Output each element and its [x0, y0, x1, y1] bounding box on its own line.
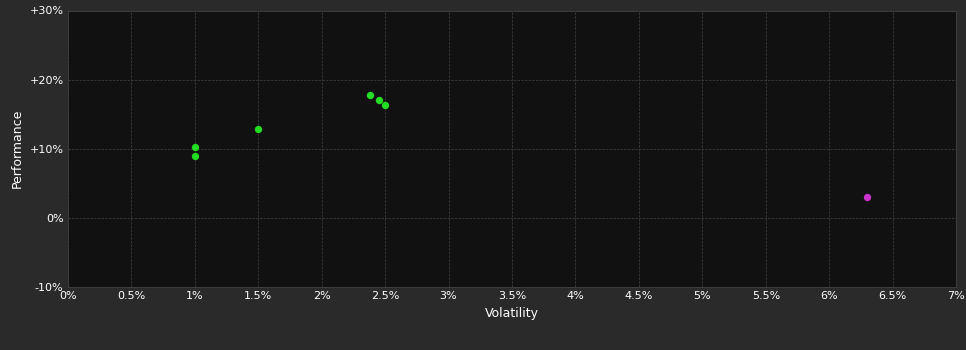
Point: [186, 153, 202, 159]
Y-axis label: Performance: Performance: [11, 109, 24, 188]
Point: [378, 103, 393, 108]
Point: [250, 127, 266, 132]
Point: [362, 92, 378, 98]
Point: [186, 145, 202, 150]
X-axis label: Volatility: Volatility: [485, 307, 539, 320]
Point: [371, 98, 386, 103]
Point: [860, 194, 875, 200]
